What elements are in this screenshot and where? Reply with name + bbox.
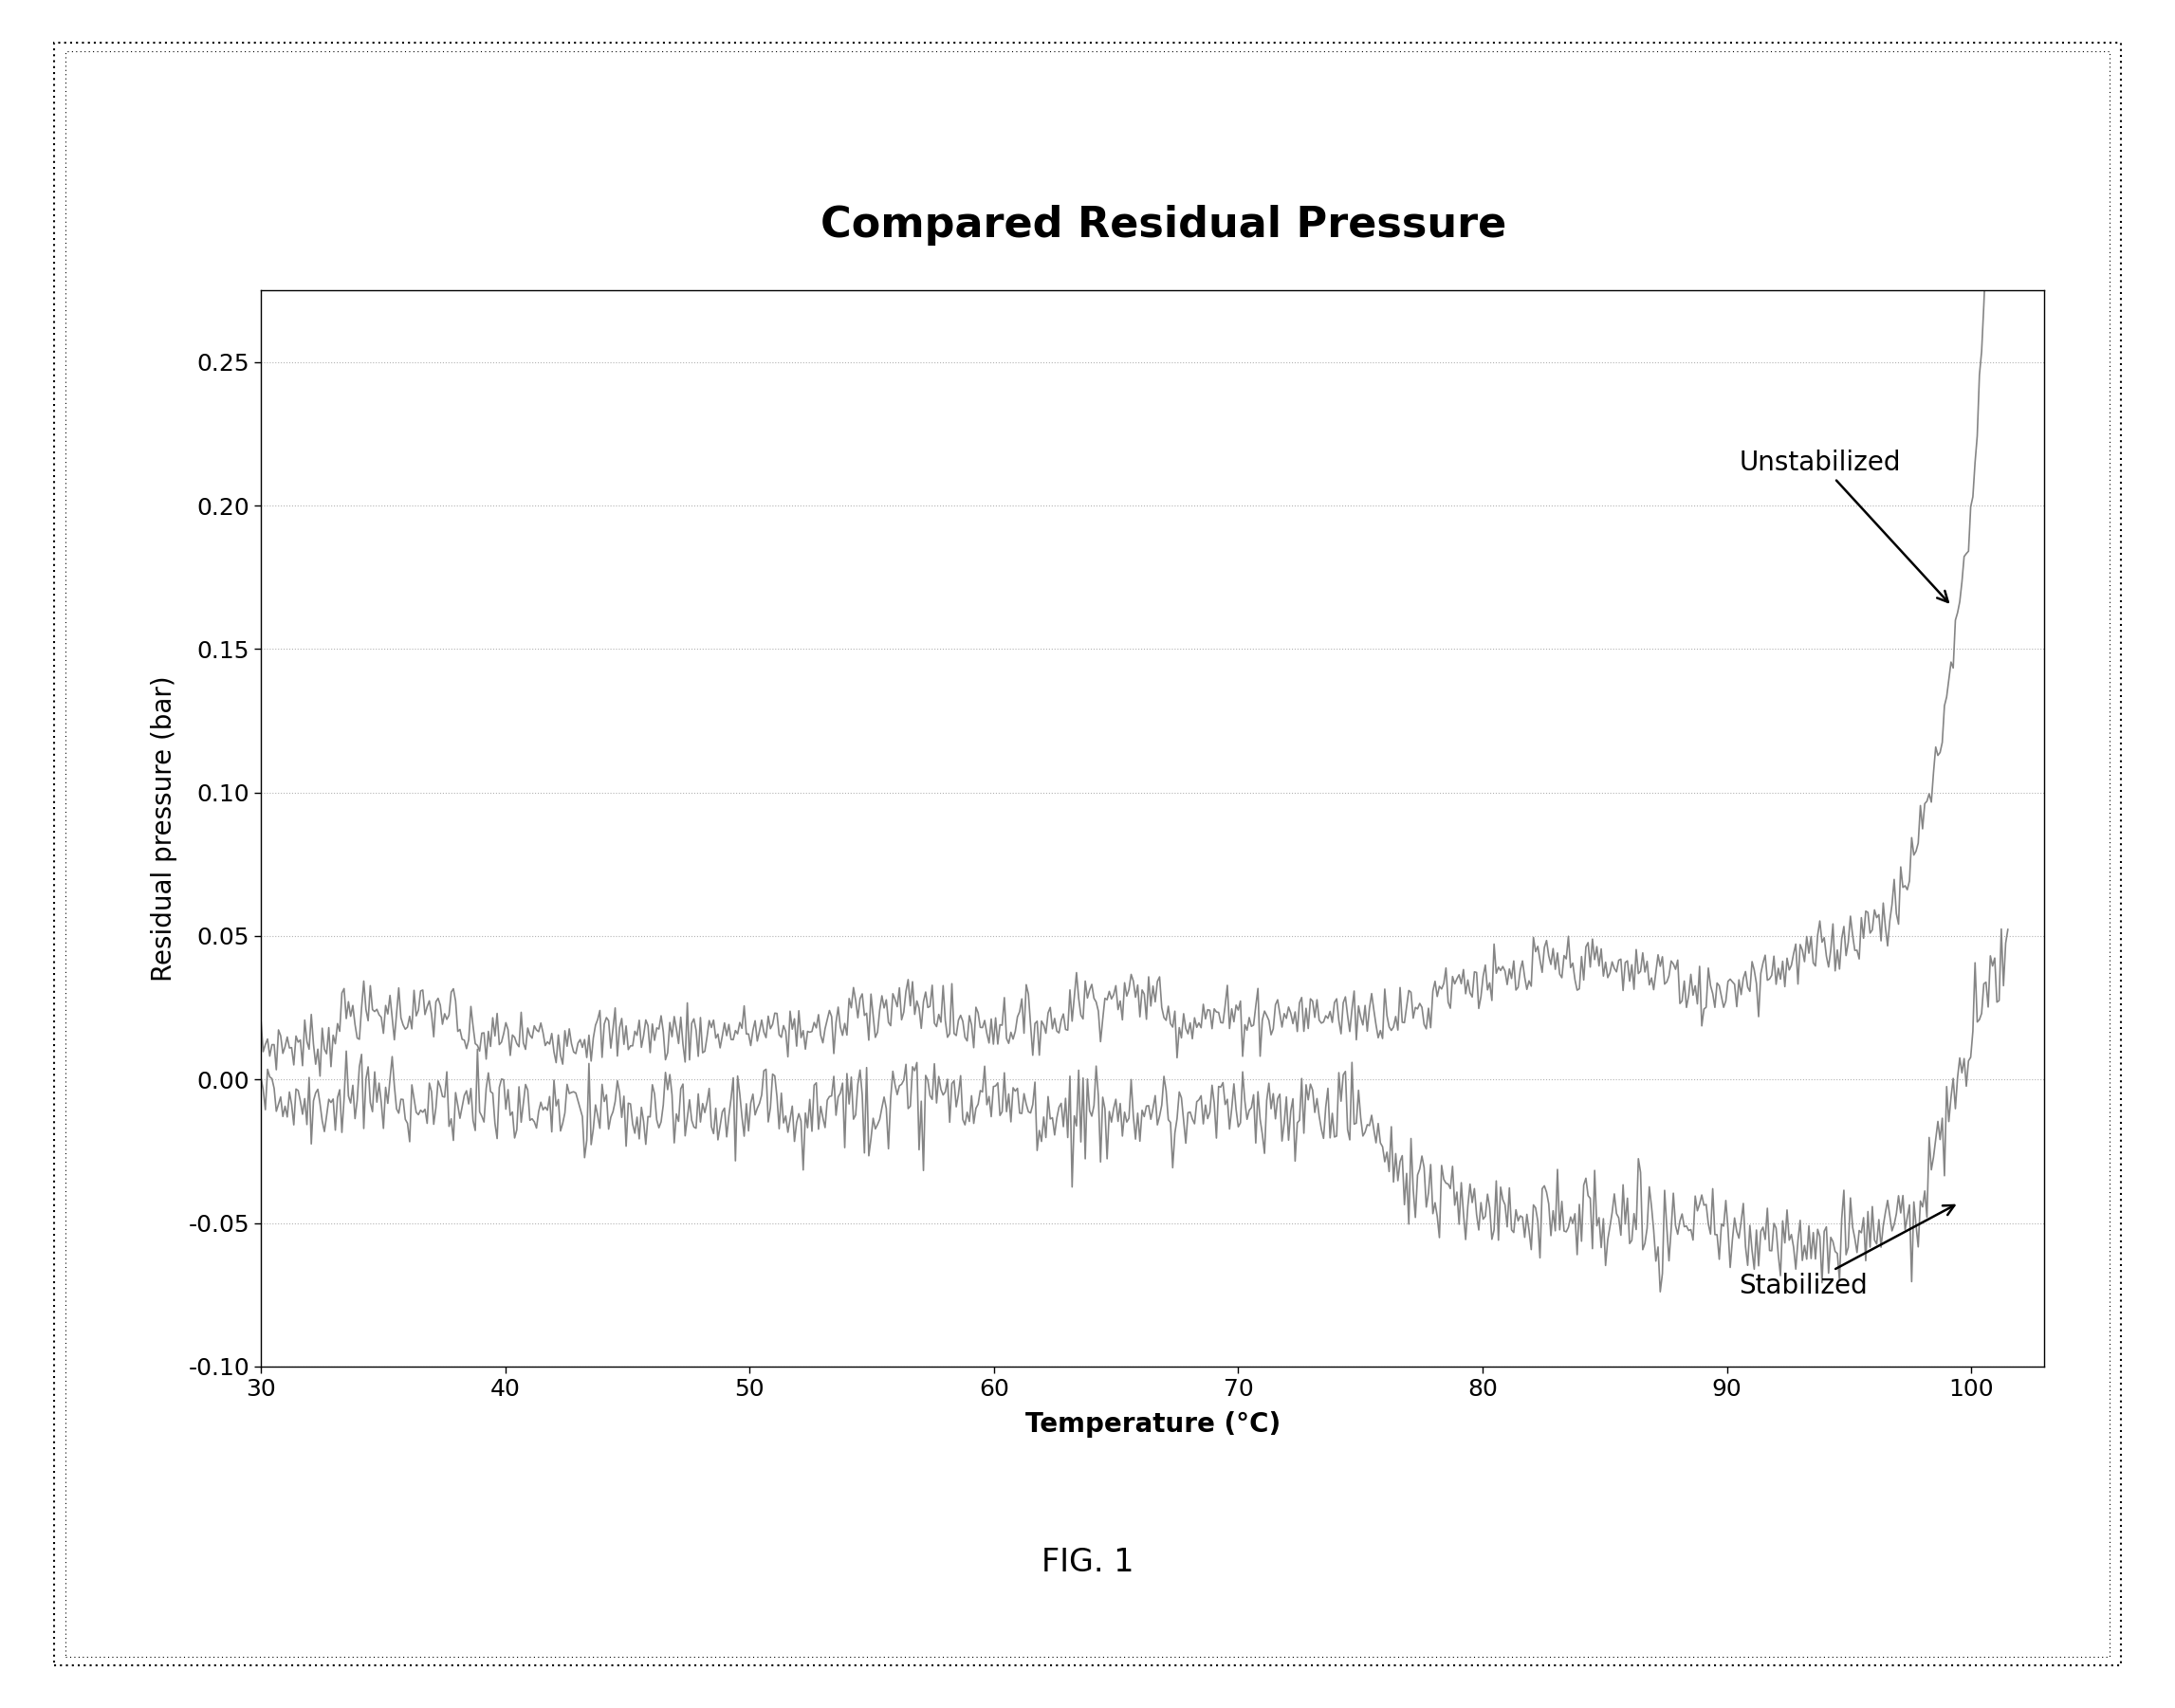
Text: Compared Residual Pressure: Compared Residual Pressure xyxy=(820,205,1507,246)
Text: Unstabilized: Unstabilized xyxy=(1740,449,1949,603)
Y-axis label: Residual pressure (bar): Residual pressure (bar) xyxy=(152,675,178,982)
X-axis label: Temperature (°C): Temperature (°C) xyxy=(1024,1411,1281,1438)
Text: FIG. 1: FIG. 1 xyxy=(1042,1547,1133,1578)
Text: Stabilized: Stabilized xyxy=(1740,1206,1955,1300)
